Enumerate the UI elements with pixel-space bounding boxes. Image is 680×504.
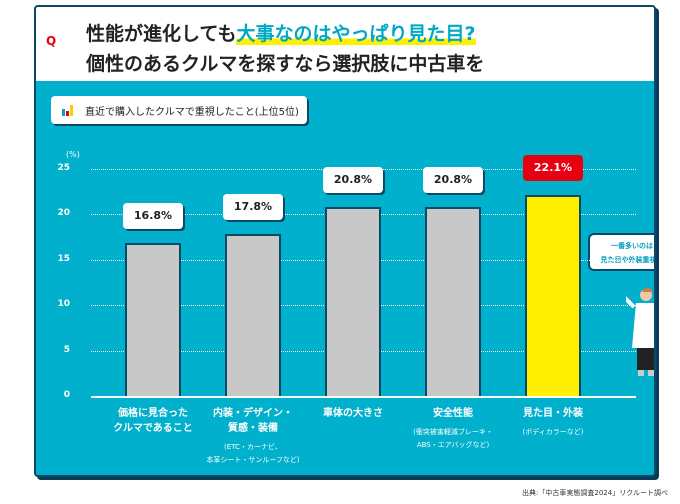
y-tick-label: 20 — [57, 208, 70, 219]
y-tick-label: 0 — [63, 390, 70, 400]
category-note-line: (ETC・カーナビ、 — [224, 443, 282, 451]
y-tick-label: 25 — [57, 163, 70, 173]
category-label-line: 価格に見合った — [118, 408, 188, 419]
category-label-line: 車体の大きさ — [323, 408, 383, 419]
bar — [525, 195, 581, 396]
category-label: 内装・デザイン・ 質感・装備 — [198, 406, 308, 436]
x-axis-line — [91, 396, 636, 398]
category-note-line: ABS・エアバッグなど) — [416, 441, 490, 449]
bar — [425, 207, 481, 396]
category-note: (ボディカラーなど) — [488, 426, 618, 439]
category-label-line: 内装・デザイン・ — [213, 408, 293, 419]
data-label: 20.8% — [423, 167, 483, 194]
data-label: 20.8% — [323, 167, 383, 194]
category-label: 安全性能 — [398, 406, 508, 421]
category-note-line: (ボディカラーなど) — [522, 428, 584, 436]
header: Q 性能が進化しても大事なのはやっぱり見た目? 個性のあるクルマを探すなら選択肢… — [36, 7, 654, 81]
chart-title: 直近で購入したクルマで重視したこと(上位5位) — [85, 107, 299, 118]
category-note: (ETC・カーナビ、本革シート・サンルーフなど) — [188, 441, 318, 467]
headline-line2: 個性のあるクルマを探すなら選択肢に中古車を — [86, 53, 485, 75]
category-note: (衝突被害軽減ブレーキ・ ABS・エアバッグなど) — [388, 426, 518, 452]
category-label-line: クルマであること — [113, 423, 193, 434]
speech-bubble: 一番多いのは見た目や外装重視派 — [588, 233, 654, 271]
infographic-card: Q 性能が進化しても大事なのはやっぱり見た目? 個性のあるクルマを探すなら選択肢… — [34, 5, 656, 477]
q-mark: Q — [46, 34, 57, 48]
y-tick-label: 10 — [57, 299, 70, 310]
source-note: 出典:「中古車実態調査2024」リクルート調べ — [522, 489, 668, 497]
y-tick-label: 5 — [63, 344, 70, 355]
presenter-figure — [626, 287, 654, 376]
bubble-line1: 一番多いのは — [611, 242, 653, 250]
data-label: 16.8% — [123, 203, 183, 230]
category-label: 見た目・外装 — [498, 406, 608, 421]
y-tick-label: 15 — [57, 253, 70, 264]
data-label: 17.8% — [223, 194, 283, 221]
category-label: 価格に見合った クルマであること — [98, 406, 208, 436]
headline-line1: 性能が進化しても大事なのはやっぱり見た目? — [86, 19, 476, 46]
bar — [225, 234, 281, 396]
category-label-line: 安全性能 — [433, 408, 473, 419]
bar-chart-icon — [62, 105, 74, 116]
headline-highlight: 大事なのはやっぱり見た目? — [236, 23, 476, 45]
category-label-line: 見た目・外装 — [523, 408, 583, 419]
category-label: 車体の大きさ — [298, 406, 408, 421]
category-note-line: 本革シート・サンルーフなど) — [206, 456, 300, 464]
headline-plain: 性能が進化しても — [86, 23, 237, 45]
y-axis-label: (%) — [66, 150, 80, 159]
bar — [125, 243, 181, 396]
chart-title-box: 直近で購入したクルマで重視したこと(上位5位) — [51, 96, 307, 124]
bar — [325, 207, 381, 396]
category-note-line: (衝突被害軽減ブレーキ・ — [413, 428, 493, 436]
category-label-line: 質感・装備 — [228, 423, 278, 434]
data-label: 22.1% — [523, 155, 583, 182]
